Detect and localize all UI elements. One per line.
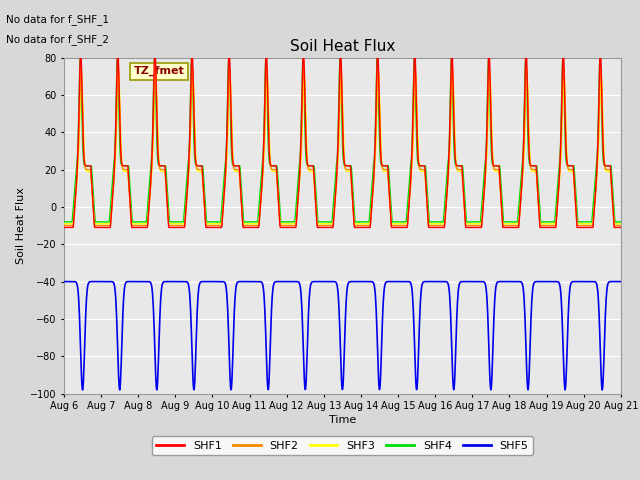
Text: No data for f_SHF_2: No data for f_SHF_2: [6, 34, 109, 45]
Legend: SHF1, SHF2, SHF3, SHF4, SHF5: SHF1, SHF2, SHF3, SHF4, SHF5: [152, 436, 533, 455]
X-axis label: Time: Time: [329, 415, 356, 425]
Text: No data for f_SHF_1: No data for f_SHF_1: [6, 14, 109, 25]
Text: TZ_fmet: TZ_fmet: [134, 66, 184, 76]
Y-axis label: Soil Heat Flux: Soil Heat Flux: [16, 187, 26, 264]
Title: Soil Heat Flux: Soil Heat Flux: [290, 39, 395, 54]
